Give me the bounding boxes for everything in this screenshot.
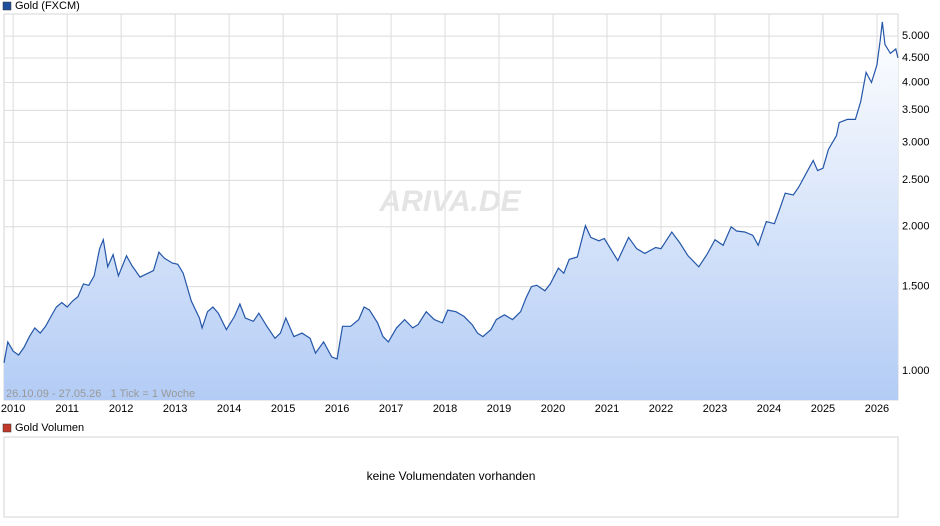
x-tick-label: 2018 [433, 403, 457, 415]
legend-swatch [2, 1, 12, 11]
price-line [3, 21, 899, 364]
x-tick-label: 2026 [865, 403, 889, 415]
x-tick-label: 2013 [163, 403, 187, 415]
x-tick-label: 2021 [595, 403, 619, 415]
y-tick-label: 4.500 [902, 52, 930, 64]
x-tick-label: 2010 [1, 403, 25, 415]
y-tick-label: 1.000 [902, 365, 930, 377]
x-tick-label: 2017 [379, 403, 403, 415]
y-tick-label: 2.000 [902, 221, 930, 233]
legend-swatch [2, 423, 12, 433]
x-tick-label: 2022 [649, 403, 673, 415]
x-tick-label: 2011 [55, 403, 79, 415]
y-tick-label: 4.000 [902, 76, 930, 88]
y-tick-label: 3.500 [902, 104, 930, 116]
legend-label: Gold (FXCM) [15, 0, 80, 12]
date-range-note: 26.10.09 - 27.05.26 1 Tick = 1 Woche [6, 388, 195, 400]
x-tick-label: 2016 [325, 403, 349, 415]
x-tick-label: 2023 [703, 403, 727, 415]
x-tick-label: 2025 [811, 403, 835, 415]
y-tick-label: 3.000 [902, 136, 930, 148]
legend-label: Gold Volumen [15, 422, 84, 434]
watermark: ARIVA.DE [378, 185, 521, 218]
x-tick-label: 2015 [271, 403, 295, 415]
x-tick-label: 2014 [217, 403, 241, 415]
area-fill [4, 22, 898, 400]
x-tick-label: 2024 [757, 403, 781, 415]
x-tick-label: 2012 [109, 403, 133, 415]
volume-frame [3, 436, 899, 518]
volume-message: keine Volumendaten vorhanden [367, 469, 536, 483]
x-tick-label: 2019 [487, 403, 511, 415]
y-tick-label: 5.000 [902, 30, 930, 42]
y-tick-label: 2.500 [902, 174, 930, 186]
y-tick-label: 1.500 [902, 281, 930, 293]
x-tick-label: 2020 [541, 403, 565, 415]
